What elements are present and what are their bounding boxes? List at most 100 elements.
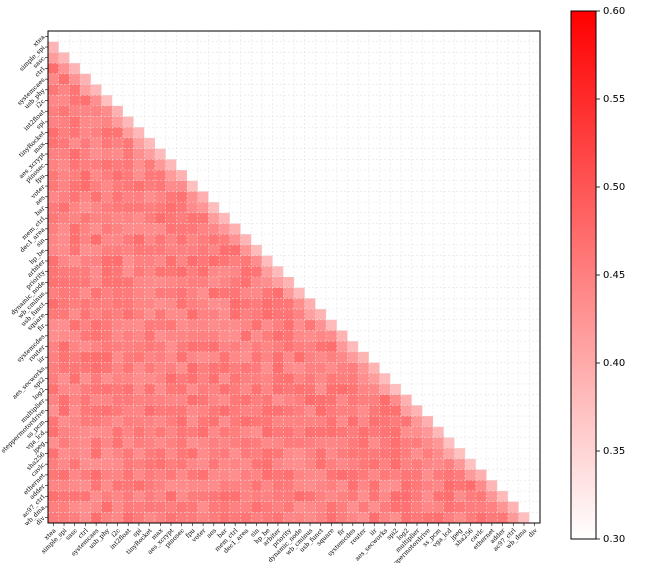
heatmap-cell <box>58 287 70 299</box>
heatmap-cell <box>90 287 102 299</box>
heatmap-cell <box>80 373 92 385</box>
heatmap-cell <box>294 351 305 363</box>
heatmap-cell <box>443 458 455 470</box>
heatmap-cell <box>518 512 530 524</box>
heatmap-cell <box>272 383 284 395</box>
heatmap-cell <box>101 394 113 406</box>
heatmap-cell <box>240 405 252 417</box>
heatmap-cell <box>69 383 81 395</box>
heatmap-cell <box>122 202 134 214</box>
heatmap-cell <box>48 148 59 160</box>
heatmap-cell <box>187 309 199 321</box>
heatmap-cell <box>58 84 70 96</box>
heatmap-cell <box>475 501 487 513</box>
heatmap-cell <box>58 191 70 203</box>
heatmap-cell <box>219 319 231 331</box>
heatmap-cell <box>400 480 412 492</box>
heatmap-cell <box>347 426 359 438</box>
heatmap-cell <box>443 437 455 449</box>
heatmap-cell <box>336 512 348 524</box>
heatmap-cell <box>251 448 263 460</box>
heatmap-cell <box>283 469 295 481</box>
heatmap-cell <box>101 341 113 353</box>
heatmap-cell <box>422 405 434 417</box>
heatmap-cell <box>219 298 231 310</box>
heatmap-cell <box>122 277 134 288</box>
heatmap-cell <box>486 480 498 492</box>
heatmap-cell <box>101 501 113 513</box>
heatmap-cell <box>219 244 231 256</box>
heatmap-cell <box>69 202 81 214</box>
heatmap-cell <box>347 512 359 524</box>
heatmap-cell <box>326 405 338 417</box>
heatmap-cell <box>251 309 263 321</box>
heatmap-cell <box>208 277 220 288</box>
heatmap-cell <box>112 501 124 513</box>
heatmap-cell <box>101 84 113 96</box>
heatmap-cell <box>433 416 445 428</box>
heatmap-cell <box>154 244 166 256</box>
heatmap-cell <box>390 405 402 417</box>
heatmap-cell <box>69 480 81 492</box>
heatmap-cell <box>122 319 134 331</box>
heatmap-cell <box>208 490 220 502</box>
heatmap-cell <box>80 501 92 513</box>
heatmap-cell <box>80 266 92 278</box>
heatmap-cell <box>219 405 231 417</box>
heatmap-cell <box>122 234 134 246</box>
heatmap-cell <box>251 437 263 449</box>
heatmap-cell <box>304 512 316 524</box>
heatmap-cell <box>154 480 166 492</box>
heatmap-cell <box>69 319 81 331</box>
heatmap-cell <box>304 426 316 438</box>
heatmap-cell <box>69 148 81 160</box>
heatmap-cell <box>454 437 466 449</box>
heatmap-cell <box>229 394 241 406</box>
heatmap-cell <box>208 212 220 224</box>
heatmap-cell <box>80 426 92 438</box>
heatmap-cell <box>229 330 241 342</box>
heatmap-cell <box>176 405 188 417</box>
heatmap-cell <box>58 362 70 374</box>
heatmap-cell <box>144 287 156 299</box>
heatmap-cell <box>48 202 59 214</box>
heatmap-cell <box>187 448 199 460</box>
heatmap-cell <box>304 448 316 460</box>
heatmap-cell <box>475 490 487 502</box>
heatmap-cell <box>90 490 102 502</box>
heatmap-cell <box>272 266 284 278</box>
heatmap-cell <box>58 202 70 214</box>
heatmap-cell <box>48 95 59 107</box>
heatmap-cell <box>133 298 145 310</box>
heatmap-cell <box>133 277 145 288</box>
heatmap-cell <box>411 416 423 428</box>
heatmap-cell <box>48 394 59 406</box>
heatmap-cell <box>154 490 166 502</box>
heatmap-cell <box>336 405 348 417</box>
heatmap-cell <box>272 416 284 428</box>
heatmap-cell <box>58 105 70 117</box>
heatmap-cell <box>80 84 92 96</box>
heatmap-cell <box>80 437 92 449</box>
heatmap-cell <box>229 287 241 299</box>
heatmap-cell <box>58 383 70 395</box>
heatmap-cell <box>144 180 156 192</box>
heatmap-cell <box>48 223 59 235</box>
heatmap-cell <box>90 426 102 438</box>
heatmap-cell <box>261 362 273 374</box>
heatmap-cell <box>122 137 134 149</box>
heatmap-cell <box>208 469 220 481</box>
heatmap-cell <box>144 458 156 470</box>
heatmap-cell <box>336 394 348 406</box>
heatmap-cell <box>80 223 92 235</box>
heatmap-cell <box>90 501 102 513</box>
heatmap-cell <box>261 458 273 470</box>
heatmap-cell <box>229 212 241 224</box>
heatmap-cell <box>336 437 348 449</box>
heatmap-cell <box>326 373 338 385</box>
heatmap-cell <box>358 383 370 395</box>
heatmap-cell <box>112 383 124 395</box>
heatmap-cell <box>240 448 252 460</box>
heatmap-cell <box>486 501 498 513</box>
heatmap-cell <box>358 458 370 470</box>
